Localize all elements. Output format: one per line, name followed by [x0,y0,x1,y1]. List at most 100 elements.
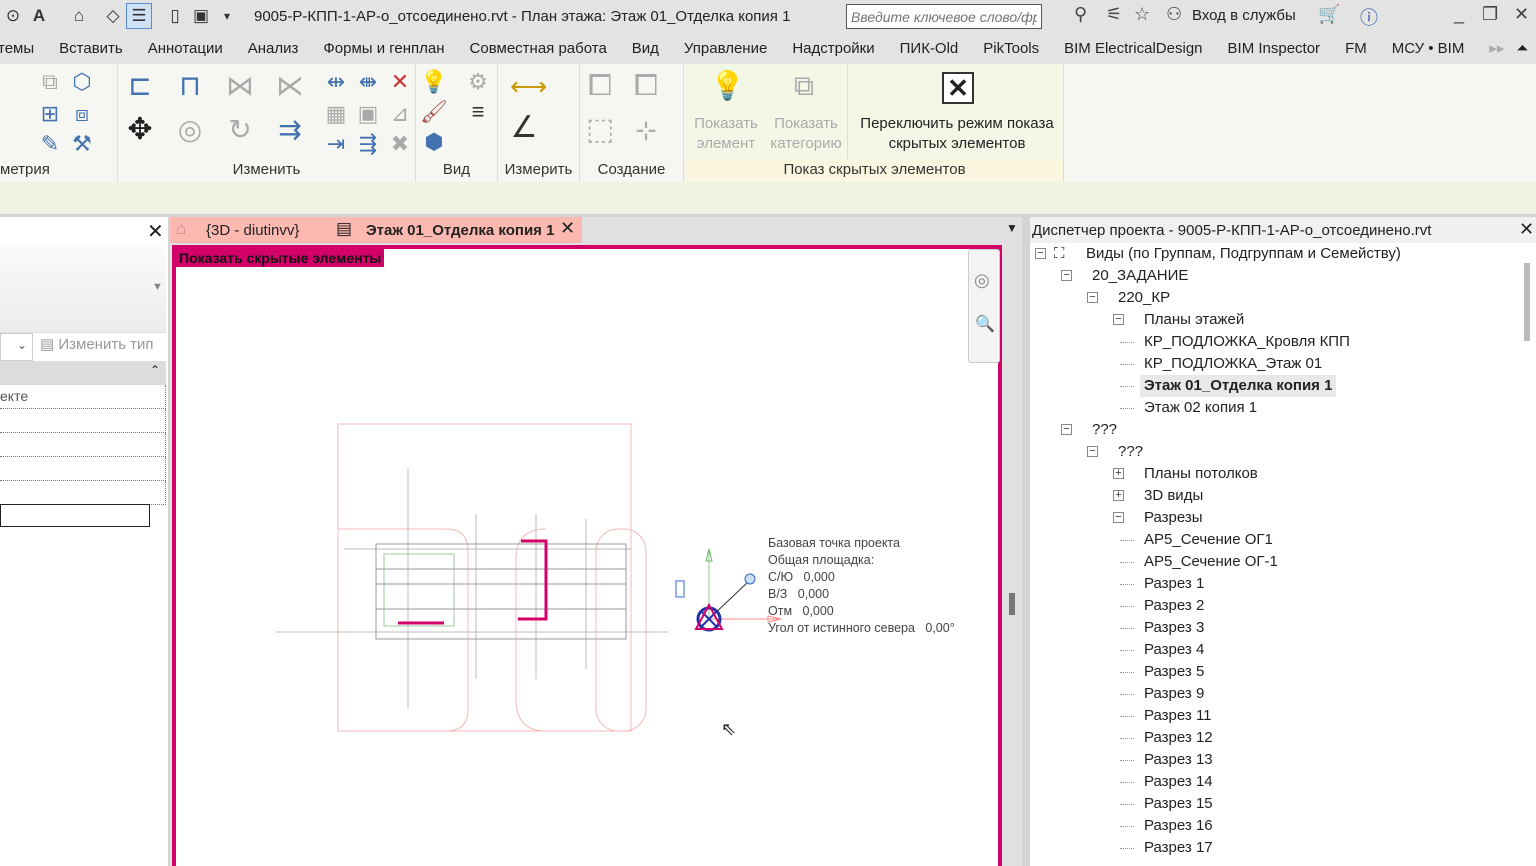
customize-icon[interactable]: ▾ [223,9,231,23]
edit-type-button[interactable]: ▤ Изменить тип [40,336,154,353]
property-row[interactable] [0,433,166,457]
thin-lines-icon[interactable]: ☰ [126,3,152,29]
property-row[interactable] [0,481,166,505]
unpin-icon[interactable]: ✕ [390,69,410,94]
star-icon[interactable]: ☆ [1134,4,1151,24]
ribbon-tab[interactable]: Вид [631,39,659,57]
user-icon[interactable]: ⚇ [1166,4,1183,24]
ribbon-tab[interactable]: ПИК-Old [899,39,959,57]
tree-item[interactable]: АР5_Сечение ОГ1 [1030,529,1520,551]
tree-item[interactable]: − 20_ЗАДАНИЕ [1030,265,1520,287]
3d-view-icon[interactable]: ⌂ [73,6,85,25]
measure-icon[interactable]: ⊙ [5,6,21,25]
tree-item[interactable]: −??? [1030,441,1520,463]
tree-item[interactable]: Разрез 2 [1030,595,1520,617]
help-icon[interactable]: ⓘ [1360,8,1378,28]
split-gap-icon[interactable]: ⇼ [358,69,378,94]
rotate-icon[interactable]: ↻ [228,114,252,145]
scale-icon[interactable]: ▣ [357,101,379,126]
section-icon[interactable]: ◇ [106,6,120,25]
paint-icon[interactable]: ✎ [40,131,60,156]
view-tab-3d[interactable]: {3D - diutinvv} [206,222,300,239]
tree-item[interactable]: Разрез 3 [1030,617,1520,639]
login-button[interactable]: Вход в службы [1192,7,1296,24]
type-selector[interactable]: ▼ [0,245,166,333]
restore-icon[interactable]: ❐ [1482,4,1499,24]
tree-item[interactable]: Этаж 01_Отделка копия 1 [1030,375,1520,397]
ribbon-tab[interactable]: Формы и генплан [323,39,445,57]
tree-item[interactable]: Разрез 1 [1030,573,1520,595]
property-row[interactable]: екте [0,385,166,409]
angle-dimension-icon[interactable]: ∠ [510,111,538,144]
more-tabs-icon[interactable]: ▸▸ [1489,40,1505,57]
tree-item[interactable]: Разрез 4 [1030,639,1520,661]
demolish-icon[interactable]: ⚒ [72,131,92,156]
tree-item[interactable]: − Разрезы [1030,507,1520,529]
tree-item[interactable]: Разрез 16 [1030,815,1520,837]
tree-item[interactable]: + Планы потолков [1030,463,1520,485]
tree-item[interactable]: Разрез 12 [1030,727,1520,749]
ribbon-tab[interactable]: Аннотации [147,39,223,57]
split-icon[interactable]: ⇹ [326,69,346,94]
instance-filter-dropdown[interactable]: ⌄ [0,333,33,361]
tree-item[interactable]: АР5_Сечение ОГ-1 [1030,551,1520,573]
ribbon-tab[interactable]: МСУ • BIM [1391,39,1465,57]
tree-item[interactable]: Этаж 02 копия 1 [1030,397,1520,419]
tree-item[interactable]: Разрез 9 [1030,683,1520,705]
close-properties-icon[interactable]: ✕ [147,221,164,243]
tree-item[interactable]: − ⛶ Виды (по Группам, Подгруппам и Семейст… [1030,243,1520,265]
ribbon-tab[interactable]: FM [1345,39,1367,57]
ribbon-tab[interactable]: Совместная работа [469,39,607,57]
split-face-icon[interactable]: ⊞ [40,101,60,126]
offset-icon[interactable]: ⊓ [179,70,201,101]
scrollbar-thumb[interactable] [1524,263,1530,341]
move-icon[interactable]: ✥ [127,113,153,146]
properties-group-header[interactable]: ⌃ [0,361,166,385]
create-assembly-icon[interactable]: ⧠ [588,69,612,102]
ribbon-tab[interactable]: Анализ [247,39,299,57]
subscription-icon[interactable]: ⚟ [1106,4,1123,24]
tree-item[interactable]: −??? [1030,419,1520,441]
drawing-canvas[interactable]: Показать скрытые элементы ◎ 🔍 [172,245,1002,866]
minimize-ribbon-icon[interactable]: ⏶ [1516,39,1529,57]
align-icon[interactable]: ⊏ [128,70,152,101]
show-category-button[interactable]: ⧉ Показать категорию [764,64,848,160]
linework-icon[interactable]: ≡ [471,99,485,124]
collapse-icon[interactable]: − [1113,314,1124,325]
cut-profile-icon[interactable]: ⬢ [424,129,444,154]
cut-icon[interactable]: ⬡ [72,69,92,94]
show-element-button[interactable]: 💡 Показать элемент [694,70,758,153]
copy-icon[interactable]: ◎ [177,114,203,145]
lightbulb-icon[interactable]: 💡 [420,69,448,94]
close-browser-icon[interactable]: ✕ [1519,219,1535,239]
minimize-icon[interactable]: _ [1454,4,1465,24]
property-row[interactable] [0,457,166,481]
steering-wheel-icon[interactable]: ◎ [974,270,990,290]
trim-multiple-icon[interactable]: ⇶ [358,131,378,156]
cart-icon[interactable]: 🛒 [1318,4,1341,24]
ribbon-tab[interactable]: Надстройки [792,39,875,57]
tree-item[interactable]: КР_ПОДЛОЖКА_Кровля КПП [1030,331,1520,353]
binoculars-icon[interactable]: ⚲ [1074,4,1088,24]
trim-single-icon[interactable]: ⇥ [326,131,346,156]
wall-joins-icon[interactable]: ⧈ [75,101,89,126]
tree-item[interactable]: Разрез 13 [1030,749,1520,771]
tree-item[interactable]: Разрез 14 [1030,771,1520,793]
array-icon[interactable]: ▦ [325,101,347,126]
pin-icon[interactable]: ⊿ [390,101,410,126]
close-tab-icon[interactable]: ✕ [560,218,576,238]
collapse-icon[interactable]: − [1113,512,1124,523]
override-icon[interactable]: ⚙ [468,69,488,94]
toggle-reveal-hidden-button[interactable]: ✕ Переключить режим показа скрытых элеме… [860,72,1054,152]
ribbon-tab[interactable]: BIM ElectricalDesign [1064,39,1203,57]
measure-distance-icon[interactable]: ⟷ [510,71,548,101]
mirror-axis-icon[interactable]: ⋈ [226,70,254,101]
ribbon-tab[interactable]: Вставить [59,39,123,57]
brush-icon[interactable]: 🖌 [420,99,448,124]
close-window-icon[interactable]: ✕ [1514,4,1530,24]
search-input[interactable] [846,4,1042,29]
close-hidden-icon[interactable]: ▯ [170,6,180,25]
text-icon[interactable]: A [32,6,46,25]
trim-icon[interactable]: ⇉ [278,114,302,145]
tab-menu-icon[interactable]: ▼ [1006,221,1018,235]
